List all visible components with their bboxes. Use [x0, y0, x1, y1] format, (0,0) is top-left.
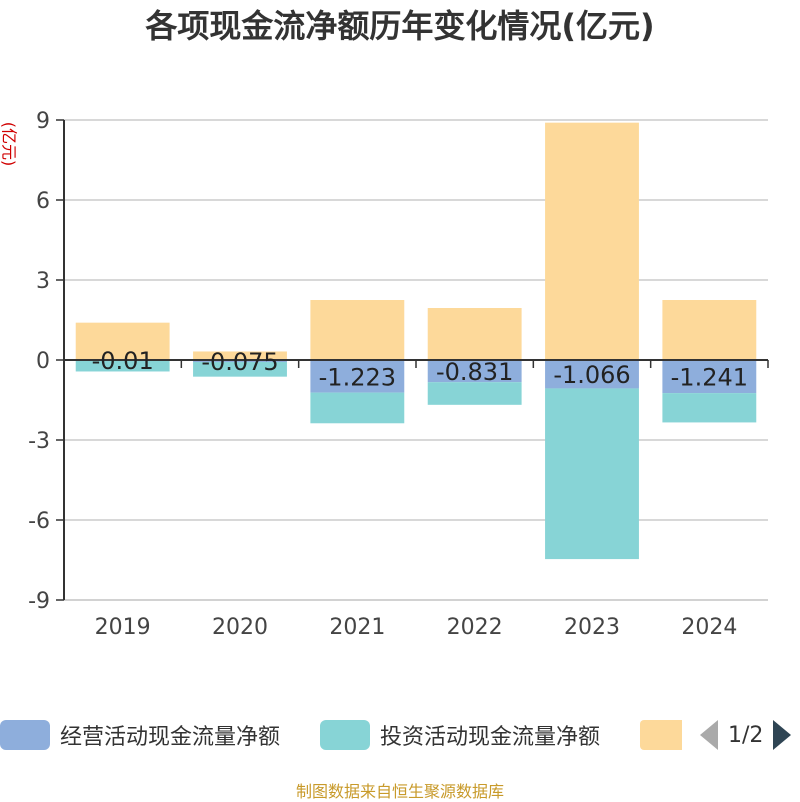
legend-label-operating: 经营活动现金流量净额: [60, 725, 281, 750]
bar-3-2019: [75, 322, 170, 360]
legend-item-financing[interactable]: [640, 718, 682, 752]
x-tick-label: 2021: [329, 615, 385, 640]
bar-3-2021: [310, 300, 405, 360]
y-tick-label: -6: [28, 509, 50, 534]
chart-area: 9 6 3 0 -3 -6 -9 2019 2020 2021 2022 2023 2024 -0.01…: [28, 109, 769, 640]
data-label-2020: -0.075: [201, 348, 278, 376]
legend-label-investing: 投资活动现金流量净额: [380, 725, 601, 750]
x-tick-label: 2019: [95, 615, 151, 640]
y-tick-label: -3: [28, 429, 50, 454]
bar-1-2024: [662, 360, 757, 394]
legend: 经营活动现金流量净额 投资活动现金流量净额 1/2: [0, 716, 800, 756]
x-tick-label: 2020: [212, 615, 268, 640]
x-tick-label: 2022: [447, 615, 503, 640]
axes: 9 6 3 0 -3 -6 -9 2019 2020 2021 2022 2023 2024: [28, 109, 769, 640]
bar-2-2023: [545, 388, 639, 560]
grid-lines: [64, 119, 768, 601]
bar-2-2019: [75, 360, 170, 372]
x-tick-label: 2024: [681, 615, 737, 640]
y-tick-label: 0: [36, 349, 50, 374]
y-tick-label: 6: [36, 189, 50, 214]
bar-3-2022: [427, 308, 522, 360]
data-label-2022: -0.831: [436, 358, 513, 386]
bar-3-2023: [545, 122, 639, 361]
legend-swatch-investing: [320, 720, 370, 750]
y-tick-label: 3: [36, 269, 50, 294]
legend-item-investing[interactable]: 投资活动现金流量净额: [320, 718, 600, 752]
bar-2-2024: [662, 393, 757, 423]
data-label-2024: -1.241: [671, 364, 748, 392]
bars: [75, 122, 757, 560]
legend-pager: 1/2: [700, 718, 792, 752]
bar-2-2022: [427, 382, 522, 405]
legend-prev-icon[interactable]: [700, 720, 718, 750]
data-label-2019: -0.01: [92, 347, 154, 375]
data-label-2021: -1.223: [319, 363, 396, 391]
bar-3-2020: [193, 351, 287, 360]
legend-swatch-operating: [0, 720, 50, 750]
legend-swatch-financing: [640, 720, 682, 750]
data-labels: -0.01 -0.075 -1.223 -0.831 -1.066 -1.241: [92, 347, 748, 391]
chart-title: 各项现金流净额历年变化情况(亿元): [145, 7, 655, 45]
y-tick-label: 9: [36, 109, 50, 134]
legend-item-operating[interactable]: 经营活动现金流量净额: [0, 718, 280, 752]
bar-1-2021: [310, 360, 405, 393]
legend-page-indicator: 1/2: [728, 722, 764, 748]
bar-3-2024: [662, 300, 757, 360]
x-tick-label: 2023: [564, 615, 620, 640]
bar-2-2020: [193, 362, 287, 377]
bar-2-2021: [310, 392, 405, 424]
legend-next-icon[interactable]: [773, 720, 792, 750]
bar-1-2022: [427, 360, 522, 383]
bar-1-2023: [545, 360, 639, 389]
data-label-2023: -1.066: [553, 361, 630, 389]
source-note: 制图数据来自恒生聚源数据库: [295, 782, 504, 801]
y-tick-label: -9: [28, 589, 50, 614]
